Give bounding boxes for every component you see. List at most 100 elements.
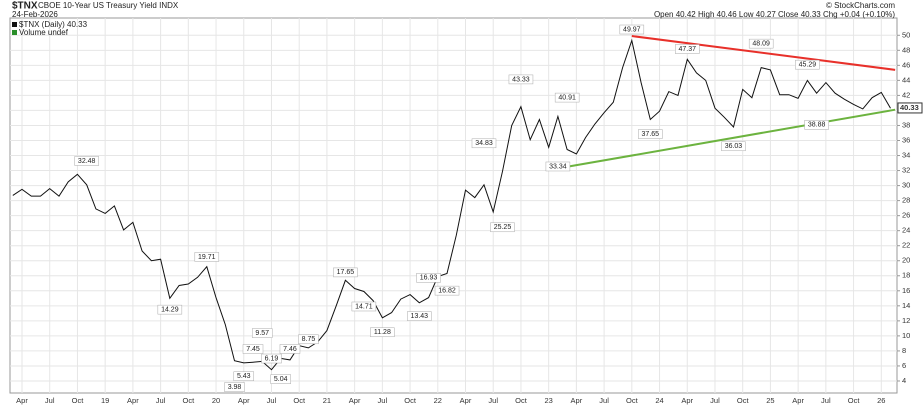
annotation-box bbox=[233, 371, 255, 381]
annotation-box bbox=[545, 161, 571, 172]
annotation-box bbox=[748, 38, 774, 49]
x-tick-label: Oct bbox=[72, 396, 85, 405]
annotation: 25.25 bbox=[494, 224, 512, 231]
x-tick-label: Oct bbox=[293, 396, 306, 405]
annotation-box bbox=[471, 138, 497, 149]
legend-volume: Volume undef bbox=[19, 28, 69, 37]
x-tick-label: Jul bbox=[45, 396, 55, 405]
quote: Open 40.42 High 40.46 Low 40.27 Close 40… bbox=[654, 10, 895, 19]
y-tick-label: 22 bbox=[902, 241, 910, 250]
credit: © StockCharts.com bbox=[826, 1, 895, 10]
x-tick-label: Jul bbox=[267, 396, 277, 405]
annotation-box bbox=[242, 344, 264, 354]
x-tick-label: Oct bbox=[404, 396, 417, 405]
x-tick-label: Apr bbox=[349, 396, 361, 405]
annotation: 36.03 bbox=[725, 143, 743, 150]
annotation: 5.04 bbox=[274, 376, 288, 383]
annotation: 3.98 bbox=[228, 384, 242, 391]
x-tick-label: Oct bbox=[848, 396, 861, 405]
legend-swatch bbox=[12, 22, 17, 27]
x-tick-label: Oct bbox=[626, 396, 639, 405]
annotation: 6.19 bbox=[265, 355, 279, 362]
x-tick-label: 25 bbox=[766, 396, 774, 405]
price-line bbox=[12, 38, 891, 371]
last-value: 40.33 bbox=[900, 103, 919, 112]
y-tick-label: 10 bbox=[902, 331, 910, 340]
trend-line bbox=[631, 35, 896, 71]
annotation: 17.65 bbox=[337, 269, 355, 276]
annotation: 19.71 bbox=[198, 254, 216, 261]
date: 24-Feb-2026 bbox=[12, 10, 58, 19]
annotation: 33.34 bbox=[549, 163, 567, 170]
chart-title: CBOE 10-Year US Treasury Yield INDX bbox=[38, 1, 179, 10]
x-tick-label: Apr bbox=[792, 396, 804, 405]
y-tick-label: 30 bbox=[902, 181, 910, 190]
annotation: 34.83 bbox=[475, 140, 493, 147]
trend-line bbox=[566, 108, 896, 168]
x-tick-label: Apr bbox=[571, 396, 583, 405]
y-tick-label: 50 bbox=[902, 30, 910, 39]
x-tick-label: Jul bbox=[821, 396, 831, 405]
annotation-box bbox=[619, 24, 645, 35]
annotation-box bbox=[508, 74, 534, 85]
annotation: 37.65 bbox=[642, 131, 660, 138]
annotation-box bbox=[638, 129, 663, 139]
x-tick-label: 21 bbox=[323, 396, 331, 405]
x-tick-label: Apr bbox=[127, 396, 139, 405]
x-tick-label: Oct bbox=[515, 396, 528, 405]
y-tick-label: 48 bbox=[902, 45, 910, 54]
annotation: 32.48 bbox=[78, 158, 96, 165]
y-tick-label: 28 bbox=[902, 196, 910, 205]
x-tick-label: Oct bbox=[737, 396, 750, 405]
annotation: 45.29 bbox=[799, 62, 817, 69]
x-tick-label: Jul bbox=[599, 396, 609, 405]
annotation: 43.33 bbox=[512, 76, 530, 83]
annotation: 40.91 bbox=[558, 94, 576, 101]
x-tick-label: 22 bbox=[434, 396, 442, 405]
annotation-box bbox=[554, 92, 580, 103]
annotation-box bbox=[804, 120, 829, 130]
annotation-box bbox=[298, 334, 319, 345]
annotation-box bbox=[416, 273, 441, 283]
x-tick-label: Jul bbox=[710, 396, 720, 405]
x-tick-label: Apr bbox=[681, 396, 693, 405]
plot-frame bbox=[9, 17, 898, 394]
x-tick-label: Apr bbox=[16, 396, 28, 405]
annotation: 38.88 bbox=[808, 122, 826, 129]
annotation-box bbox=[157, 304, 183, 315]
y-tick-label: 44 bbox=[902, 75, 910, 84]
y-tick-label: 20 bbox=[902, 256, 910, 265]
legend-price: $TNX (Daily) 40.33 bbox=[19, 20, 88, 29]
annotation-box bbox=[224, 382, 245, 392]
y-tick-label: 24 bbox=[902, 226, 910, 235]
annotation-box bbox=[795, 59, 820, 70]
x-tick-label: Oct bbox=[182, 396, 195, 405]
annotation-box bbox=[407, 311, 432, 321]
annotation: 8.75 bbox=[302, 336, 316, 343]
annotation: 14.29 bbox=[161, 306, 179, 313]
annotation: 47.37 bbox=[678, 46, 696, 53]
annotation-box bbox=[194, 252, 220, 262]
annotation-box bbox=[351, 301, 377, 312]
y-tick-label: 8 bbox=[902, 346, 906, 355]
annotation: 9.57 bbox=[255, 330, 269, 337]
x-tick-label: 20 bbox=[212, 396, 220, 405]
annotation-box bbox=[675, 44, 700, 54]
annotation-box bbox=[279, 344, 301, 354]
x-tick-label: Jul bbox=[488, 396, 498, 405]
y-tick-label: 36 bbox=[902, 135, 910, 144]
y-tick-label: 34 bbox=[902, 151, 910, 160]
annotation-box bbox=[251, 328, 273, 338]
y-tick-label: 14 bbox=[902, 301, 910, 310]
annotation: 11.28 bbox=[374, 329, 391, 336]
annotation: 14.71 bbox=[355, 303, 373, 310]
annotation-box bbox=[721, 141, 746, 152]
annotation: 49.97 bbox=[623, 26, 641, 33]
y-tick-label: 4 bbox=[902, 376, 906, 385]
y-tick-label: 32 bbox=[902, 166, 910, 175]
y-tick-label: 46 bbox=[902, 60, 910, 69]
x-tick-label: Apr bbox=[460, 396, 472, 405]
x-tick-label: Jul bbox=[156, 396, 166, 405]
annotation: 7.46 bbox=[283, 346, 297, 353]
